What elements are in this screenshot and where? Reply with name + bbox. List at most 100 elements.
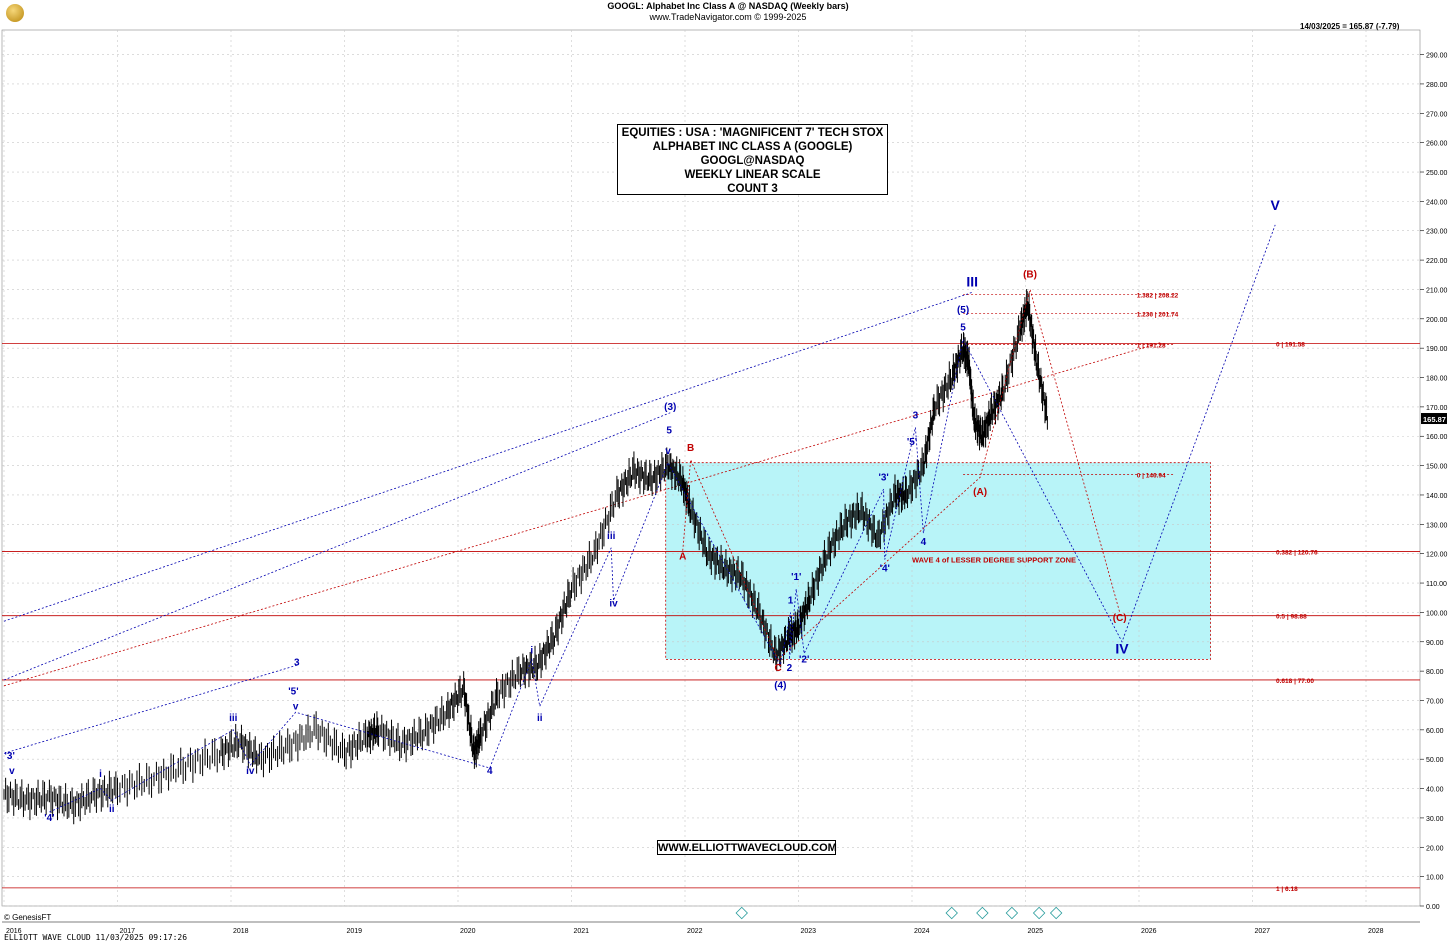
- wave-label-blue: (4): [774, 681, 786, 692]
- plot-area: [1, 29, 1421, 907]
- wave-label-blue: v: [9, 766, 15, 777]
- title-line-1: EQUITIES : USA : 'MAGNIFICENT 7' TECH ST…: [621, 127, 884, 139]
- wave-label-blue: '3': [878, 472, 888, 483]
- event-marker-icon: [1005, 906, 1019, 920]
- genesis-logo-icon: [6, 4, 24, 22]
- title-line-3: GOOGL@NASDAQ: [700, 155, 805, 167]
- wave-label-red: B: [687, 443, 694, 454]
- elliott-wave-path: [49, 224, 1276, 813]
- y-tick-label: 0.00: [1426, 904, 1440, 911]
- x-tick-label: 2019: [347, 928, 363, 935]
- trend-channel-line: [3, 292, 973, 622]
- last-quote: 14/03/2025 = 165.87 (-7.79): [1300, 22, 1400, 31]
- wave-label-blue: 1: [788, 596, 794, 607]
- chart-title-box: EQUITIES : USA : 'MAGNIFICENT 7' TECH ST…: [617, 124, 888, 195]
- y-tick-label: 200.00: [1426, 317, 1448, 324]
- y-tick-label: 190.00: [1426, 346, 1448, 353]
- y-tick-label: 60.00: [1426, 728, 1444, 735]
- wave-label-red: (C): [1113, 613, 1127, 624]
- event-marker-icon: [735, 906, 748, 920]
- x-tick-label: 2023: [801, 928, 817, 935]
- wave-label-blue: i: [530, 646, 533, 657]
- event-marker-icon: [945, 906, 958, 920]
- y-tick-label: 90.00: [1426, 640, 1444, 647]
- chart-header-source: www.TradeNavigator.com © 1999-2025: [649, 12, 807, 22]
- y-tick-label: 240.00: [1426, 199, 1448, 206]
- y-tick-label: 50.00: [1426, 757, 1444, 764]
- support-zone: [665, 462, 1211, 660]
- x-tick-label: 2025: [1028, 928, 1044, 935]
- y-tick-label: 230.00: [1426, 229, 1448, 236]
- last-price-tag: 165.87: [1423, 415, 1446, 424]
- x-tick-label: 2024: [914, 928, 930, 935]
- y-tick-label: 220.00: [1426, 258, 1448, 265]
- y-tick-label: 30.00: [1426, 816, 1444, 823]
- support-zone-label: WAVE 4 of LESSER DEGREE SUPPORT ZONE: [912, 555, 1076, 564]
- wave-label-blue: ii: [537, 713, 543, 724]
- wave-label-blue: '3': [5, 751, 15, 762]
- event-marker-icon: [1049, 906, 1063, 920]
- wave-label-blue: iii: [229, 713, 238, 724]
- wave-label-blue: '5': [907, 437, 917, 448]
- y-tick-label: 70.00: [1426, 698, 1444, 705]
- projection-level-label: 1.236 | 201.74: [1137, 312, 1179, 319]
- retracement-level-label: 0 | 191.58: [1276, 342, 1305, 349]
- retracement-level-label: 1 | 6.18: [1276, 886, 1298, 893]
- wave-label-blue: iv: [246, 766, 255, 777]
- copyright-label: © GenesisFT: [4, 913, 52, 922]
- y-tick-label: 40.00: [1426, 787, 1444, 794]
- trend-channel-line: [3, 412, 671, 681]
- wave-label-blue: 2: [787, 663, 793, 674]
- x-tick-label: 2020: [460, 928, 476, 935]
- y-tick-label: 290.00: [1426, 53, 1448, 60]
- wave-label-blue: '4': [44, 813, 54, 824]
- wave-label-blue: 5: [960, 323, 966, 334]
- wave-label-blue: i: [99, 769, 102, 780]
- corrective-wave-path: [682, 287, 1121, 661]
- x-tick-label: 2017: [120, 928, 136, 935]
- y-tick-label: 120.00: [1426, 552, 1448, 559]
- x-tick-label: 2018: [233, 928, 249, 935]
- y-tick-label: 130.00: [1426, 522, 1448, 529]
- y-tick-label: 80.00: [1426, 669, 1444, 676]
- y-tick-label: 10.00: [1426, 875, 1444, 882]
- x-tick-label: 2016: [6, 928, 22, 935]
- wave-label-blue: '1': [791, 572, 801, 583]
- wave-label-blue: 4: [921, 537, 927, 548]
- wave-label-blue: iv: [609, 599, 618, 610]
- chart-header-title: GOOGL: Alphabet Inc Class A @ NASDAQ (We…: [607, 1, 849, 11]
- y-tick-label: 250.00: [1426, 170, 1448, 177]
- wave-label-blue: 3: [913, 411, 919, 422]
- wave-label-blue: iii: [607, 531, 616, 542]
- retracement-level-label: 0.5 | 98.88: [1276, 614, 1307, 621]
- y-tick-label: 150.00: [1426, 464, 1448, 471]
- y-tick-label: 20.00: [1426, 845, 1444, 852]
- x-tick-label: 2028: [1368, 928, 1384, 935]
- title-line-2: ALPHABET INC CLASS A (GOOGLE): [652, 141, 853, 153]
- wave-label-blue: v: [665, 446, 671, 457]
- wave-label-blue: (3): [664, 402, 676, 413]
- footer-timestamp: ELLIOTT WAVE CLOUD 11/03/2025 09:17:26: [4, 933, 188, 942]
- x-tick-label: 2021: [574, 928, 590, 935]
- y-tick-label: 180.00: [1426, 376, 1448, 383]
- wave-label-blue: IV: [1115, 641, 1129, 657]
- wave-label-blue: (5): [957, 305, 969, 316]
- wave-label-blue: '5': [288, 687, 298, 698]
- wave-label-red: A: [679, 552, 686, 563]
- title-line-4: WEEKLY LINEAR SCALE: [684, 169, 821, 181]
- retracement-level-label: 0.618 | 77.00: [1276, 678, 1314, 685]
- wave-label-blue: V: [1271, 197, 1281, 213]
- event-marker-icon: [1032, 906, 1046, 920]
- retracement-level-label: 0.382 | 120.76: [1276, 549, 1318, 556]
- x-tick-label: 2026: [1141, 928, 1157, 935]
- wave-label-red: (A): [973, 487, 987, 498]
- trend-channel-line: [3, 341, 1162, 687]
- wave-label-blue: '4': [880, 563, 890, 574]
- wave-label-blue: 3: [294, 657, 300, 668]
- y-tick-label: 170.00: [1426, 405, 1448, 412]
- wave-label-blue: 4: [487, 766, 493, 777]
- y-tick-label: 270.00: [1426, 111, 1448, 118]
- trend-channel-line: [3, 664, 297, 754]
- y-tick-label: 160.00: [1426, 434, 1448, 441]
- wave-label-red: (B): [1023, 270, 1037, 281]
